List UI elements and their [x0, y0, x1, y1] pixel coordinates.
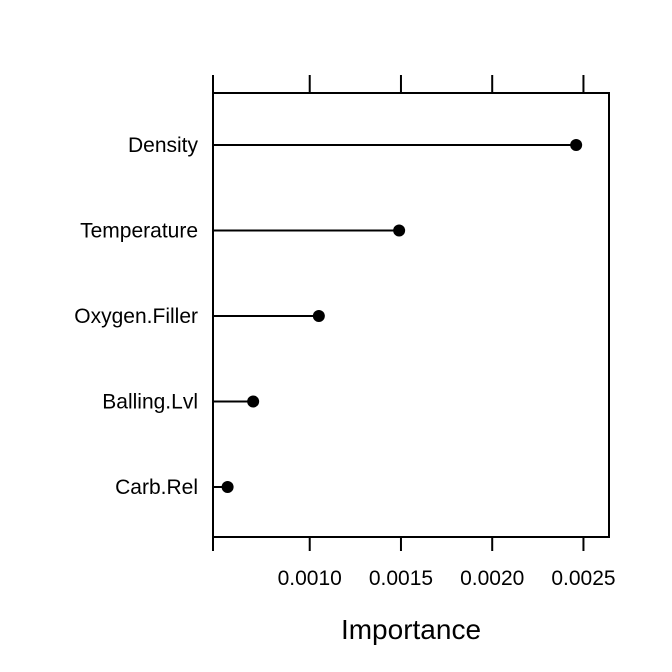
- point-Carb.Rel: [221, 481, 234, 493]
- point-Density: [570, 139, 583, 151]
- category-labels: Density Temperature Oxygen.Filler Balling.L…: [74, 134, 198, 499]
- x-tick-labels: 0.0010 0.0015 0.0020 0.0025: [278, 567, 616, 590]
- lollipop-points: [221, 139, 583, 493]
- point-Balling.Lvl: [247, 395, 260, 408]
- point-Temperature: [393, 224, 406, 237]
- point-Oxygen.Filler: [312, 310, 325, 322]
- category-label: Balling.Lvl: [102, 391, 198, 414]
- category-label: Density: [128, 134, 199, 157]
- top-axis-ticks: [212, 75, 585, 93]
- x-tick-label: 0.0025: [551, 567, 615, 590]
- category-label: Carb.Rel: [115, 476, 198, 499]
- x-axis-title: Importance: [341, 614, 481, 645]
- x-tick-label: 0.0015: [369, 567, 433, 590]
- category-label: Temperature: [80, 220, 198, 243]
- bottom-axis-ticks: [212, 537, 585, 551]
- category-label: Oxygen.Filler: [74, 305, 198, 328]
- lollipop-stems: [213, 144, 577, 488]
- x-tick-label: 0.0020: [460, 567, 524, 590]
- x-tick-label: 0.0010: [278, 567, 342, 590]
